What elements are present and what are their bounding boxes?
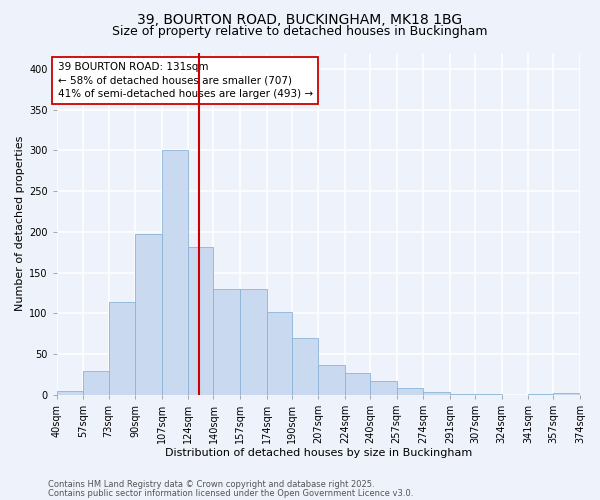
Bar [57, 390, 83, 395]
Bar [214, 289, 240, 395]
Text: Size of property relative to detached houses in Buckingham: Size of property relative to detached ho… [112, 25, 488, 38]
Bar [135, 234, 162, 395]
Text: Contains HM Land Registry data © Crown copyright and database right 2025.: Contains HM Land Registry data © Crown c… [48, 480, 374, 489]
Bar [83, 371, 109, 395]
Text: 39, BOURTON ROAD, BUCKINGHAM, MK18 1BG: 39, BOURTON ROAD, BUCKINGHAM, MK18 1BG [137, 12, 463, 26]
Bar [529, 394, 553, 395]
Text: Contains public sector information licensed under the Open Government Licence v3: Contains public sector information licen… [48, 488, 413, 498]
Bar [162, 150, 188, 395]
Bar [345, 373, 370, 395]
Bar [292, 338, 319, 395]
Bar [397, 388, 424, 395]
Bar [450, 394, 475, 395]
Text: 39 BOURTON ROAD: 131sqm
← 58% of detached houses are smaller (707)
41% of semi-d: 39 BOURTON ROAD: 131sqm ← 58% of detache… [58, 62, 313, 98]
Bar [319, 364, 345, 395]
Bar [109, 302, 135, 395]
Bar [370, 381, 397, 395]
Bar [553, 393, 580, 395]
Bar [240, 289, 267, 395]
Y-axis label: Number of detached properties: Number of detached properties [15, 136, 25, 312]
Bar [424, 392, 450, 395]
Bar [475, 394, 502, 395]
Bar [267, 312, 292, 395]
Bar [188, 248, 214, 395]
X-axis label: Distribution of detached houses by size in Buckingham: Distribution of detached houses by size … [165, 448, 472, 458]
